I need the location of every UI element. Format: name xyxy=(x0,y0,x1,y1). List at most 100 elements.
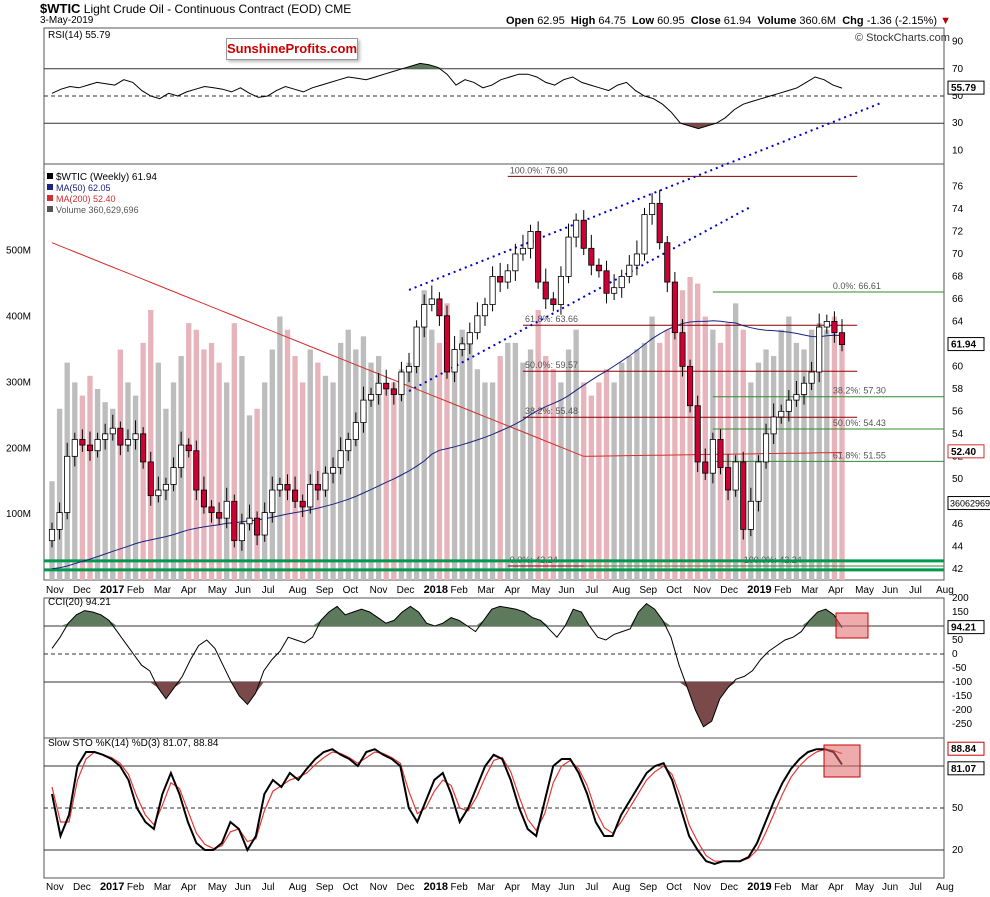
candle-body xyxy=(557,276,565,305)
price-tick-label: 44 xyxy=(952,541,964,552)
volume-bar xyxy=(748,382,754,580)
volume-bar xyxy=(277,316,283,580)
sto-k-last-box xyxy=(947,761,985,776)
x-tick-label: Aug xyxy=(936,585,954,596)
x-tick-label: Feb xyxy=(127,585,145,596)
candle-body xyxy=(390,388,397,395)
x-tick-label: May xyxy=(531,882,550,893)
volume-bar xyxy=(254,408,260,580)
x-tick-label: Oct xyxy=(666,882,682,893)
candle-body xyxy=(573,219,580,238)
volume-bar xyxy=(588,395,594,580)
x-tick-label: Aug xyxy=(936,882,954,893)
volume-bar xyxy=(831,316,838,580)
price-tick-label: 68 xyxy=(952,271,964,282)
x-tick-label: Sep xyxy=(639,585,657,596)
x-tick-label: Nov xyxy=(693,585,711,596)
brand-badge[interactable]: SunshineProfits.com xyxy=(226,38,358,60)
candle-body xyxy=(360,399,367,423)
x-tick-label: Nov xyxy=(370,882,388,893)
x-tick-label: Mar xyxy=(154,882,172,893)
candle-body xyxy=(284,484,291,491)
volume-bar xyxy=(543,356,549,580)
low-value: 60.95 xyxy=(657,15,685,27)
candle-body xyxy=(223,500,230,519)
x-tick-label: Apr xyxy=(181,882,197,893)
exchange: CME xyxy=(324,2,352,16)
candle-body xyxy=(178,444,185,468)
candle-body xyxy=(838,332,846,345)
volume-bar xyxy=(634,349,640,580)
volume-bar xyxy=(550,369,557,580)
candle-body xyxy=(185,444,192,452)
candle-body xyxy=(724,467,732,491)
x-tick-label: Mar xyxy=(154,585,172,596)
volume-tick-label: 400M xyxy=(6,312,31,323)
sto-tick-label: 20 xyxy=(952,845,964,856)
x-tick-label: Feb xyxy=(451,585,469,596)
rsi-line xyxy=(51,62,843,130)
rsi-tick-label: 70 xyxy=(952,64,964,75)
cci-tick-label: -250 xyxy=(952,719,972,730)
x-tick-label: Feb xyxy=(774,882,792,893)
volume-bar xyxy=(148,309,154,580)
candle-body xyxy=(702,461,709,474)
x-tick-label: Dec xyxy=(73,882,91,893)
candle-body xyxy=(193,450,200,491)
candle-body xyxy=(352,422,359,440)
volume-bar xyxy=(679,290,686,580)
x-tick-label: Jun xyxy=(882,585,898,596)
x-tick-label: Aug xyxy=(612,882,630,893)
sto-k-last: 81.07 xyxy=(951,764,976,775)
candle-body xyxy=(679,332,686,367)
x-tick-label: Nov xyxy=(46,585,64,596)
volume-bar xyxy=(79,395,86,580)
candle-body xyxy=(329,467,337,474)
volume-tick-label: 200M xyxy=(6,443,31,454)
ohlc-summary: Open 62.95 High 64.75 Low 60.95 Close 61… xyxy=(506,15,951,27)
volume-bar xyxy=(702,316,708,580)
volume-bar xyxy=(239,356,245,580)
candle-body xyxy=(322,472,329,491)
chg-value: -1.36 (-2.15%) xyxy=(866,15,937,27)
candle-body xyxy=(527,231,534,249)
price-tick-label: 66 xyxy=(952,294,964,305)
candle-body xyxy=(565,236,572,277)
sto-d-last-box xyxy=(947,741,985,756)
x-tick-label: Aug xyxy=(289,585,307,596)
x-tick-label: Aug xyxy=(612,585,630,596)
x-tick-label: Jun xyxy=(558,585,574,596)
volume-bar xyxy=(482,382,488,580)
candle-body xyxy=(588,247,595,266)
candle-body xyxy=(261,512,268,536)
open-value: 62.95 xyxy=(537,15,565,27)
cci-tick-label: -50 xyxy=(952,663,967,674)
volume-value: 360.6M xyxy=(799,15,837,27)
symbol: $WTIC xyxy=(40,1,81,16)
x-tick-label: Mar xyxy=(478,585,496,596)
x-tick-label: May xyxy=(208,882,227,893)
volume-tick-label: 500M xyxy=(6,246,31,257)
volume-bar xyxy=(474,369,481,580)
volume-tick-label: 300M xyxy=(6,377,31,388)
volume-bar xyxy=(72,382,78,580)
cci-negative-fill xyxy=(52,682,842,727)
candle-body xyxy=(124,439,132,446)
volume-bar xyxy=(94,388,101,580)
volume-bar xyxy=(520,362,526,580)
candle-body xyxy=(117,427,124,446)
candle-body xyxy=(147,461,154,497)
x-tick-label: Nov xyxy=(370,585,388,596)
candle-body xyxy=(208,506,215,513)
x-tick-label: Apr xyxy=(181,585,197,596)
rsi-tick-label: 50 xyxy=(952,91,964,102)
volume-bar xyxy=(421,290,427,580)
price-tick-label: 60 xyxy=(952,361,964,372)
x-tick-label: Dec xyxy=(397,585,415,596)
price-tick-label: 72 xyxy=(952,226,964,237)
x-tick-label: Apr xyxy=(828,882,844,893)
candle-body xyxy=(816,326,823,373)
x-tick-label: Jul xyxy=(585,585,598,596)
candle-body xyxy=(603,270,610,294)
cci-positive-fill xyxy=(52,603,842,626)
